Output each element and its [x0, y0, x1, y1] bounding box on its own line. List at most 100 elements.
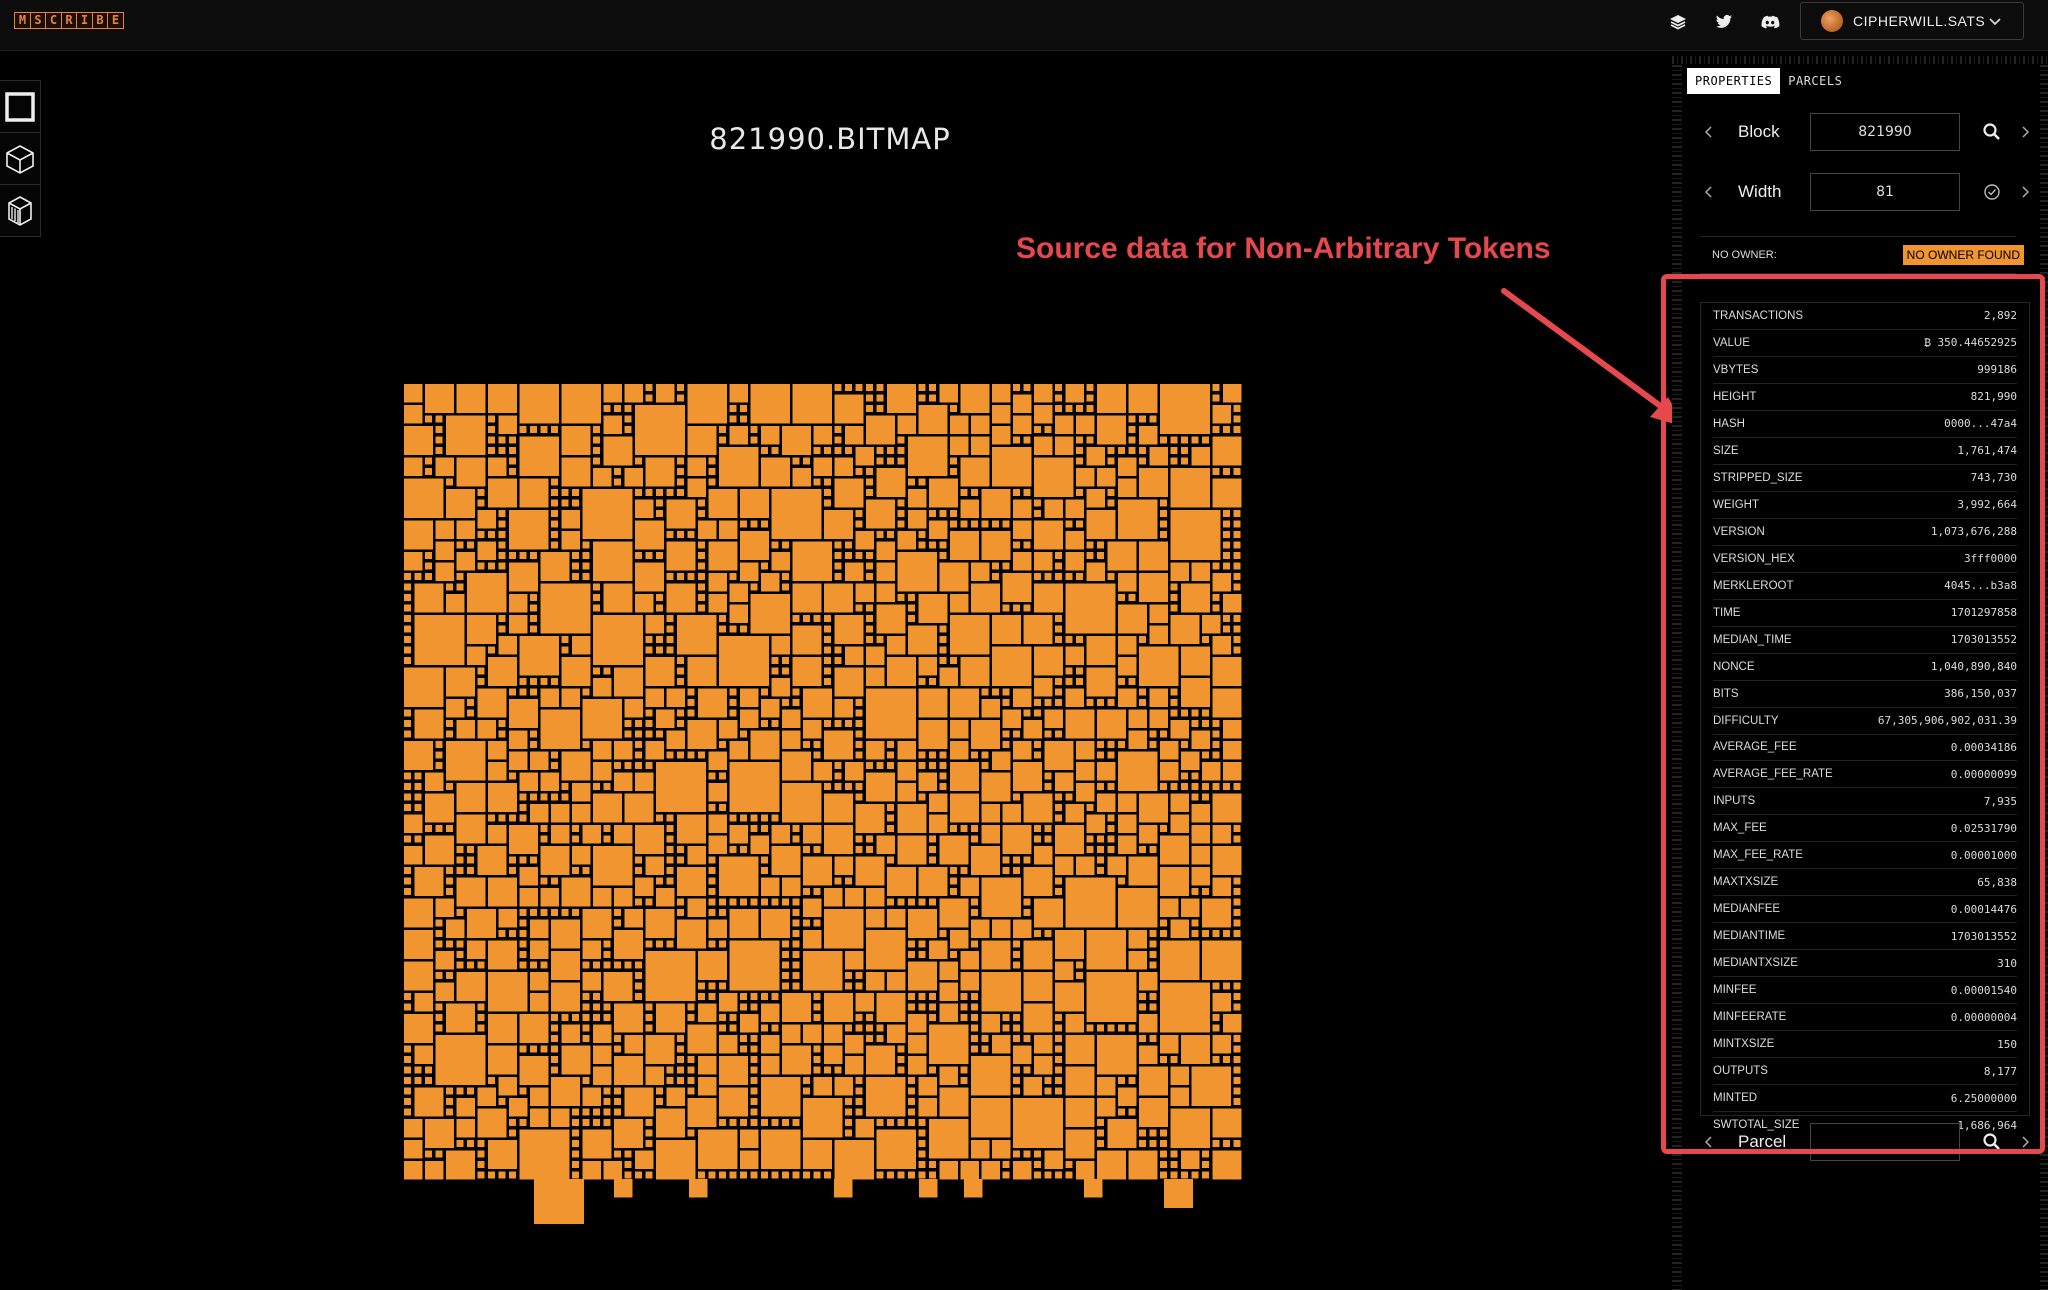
bitmap-tile [635, 1171, 642, 1179]
width-input[interactable] [1810, 173, 1960, 211]
bitmap-tile [1191, 709, 1199, 717]
bitmap-tile [698, 562, 705, 570]
bitmap-tile [1212, 846, 1242, 875]
bitmap-tile [708, 594, 727, 613]
chevron-right-icon[interactable] [2016, 123, 2034, 141]
block-input[interactable] [1810, 113, 1960, 151]
bitmap-tile [855, 1087, 863, 1095]
property-key: TIME [1713, 606, 1741, 619]
bitmap-tile [929, 846, 936, 853]
bitmap-tile [477, 1014, 485, 1021]
bitmap-tile [1181, 751, 1200, 770]
property-key: AVERAGE_FEE [1713, 741, 1797, 754]
chevron-right-icon[interactable] [2016, 1133, 2034, 1151]
search-icon[interactable] [1982, 1132, 2002, 1152]
bitmap-tile [425, 1161, 444, 1180]
property-value: 0.00000099 [1950, 767, 2017, 781]
bitmap-tile [1202, 615, 1221, 634]
bitmap-tile [477, 961, 485, 969]
bitmap-tile [572, 825, 579, 832]
cube-view-button[interactable] [0, 132, 41, 185]
bitmap-tile [708, 814, 727, 833]
bitmap-tile [908, 1119, 915, 1126]
bitmap-tile [834, 762, 842, 769]
bitmap-tile [677, 468, 684, 475]
parcel-input[interactable] [1810, 1123, 1960, 1161]
user-account-button[interactable]: CIPHERWILL.SATS [1800, 2, 2024, 40]
bitmap-tile [519, 636, 559, 676]
bitmap-tile [1202, 762, 1221, 781]
bitmap-tile [404, 667, 444, 707]
bitmap-tile [519, 1119, 527, 1126]
bitmap-tile [488, 741, 507, 760]
chevron-right-icon[interactable] [2016, 183, 2034, 201]
bitmap-tile [876, 562, 895, 581]
bitmap-tile [1097, 793, 1116, 812]
bitmap-tile [782, 667, 789, 675]
property-value: 1703013552 [1950, 929, 2017, 943]
bitmap-tile [582, 940, 601, 959]
bitmap-tile [971, 1056, 1011, 1096]
twitter-icon[interactable] [1714, 12, 1734, 32]
bitmap-tile [1191, 436, 1199, 444]
bitmap-tile [1044, 825, 1052, 832]
bitmap-tile [897, 1045, 905, 1053]
bitmap-tile [435, 751, 443, 759]
bitmap-tile [866, 499, 895, 529]
bitmap-tile [540, 709, 580, 749]
chevron-left-icon[interactable] [1700, 183, 1718, 201]
logo-letter: C [45, 12, 62, 29]
bitmap-tile [845, 877, 852, 885]
block-view-button[interactable] [0, 184, 41, 237]
bitmap-tile [1128, 951, 1147, 970]
bitmap-tile [1013, 730, 1020, 738]
check-circle-icon[interactable] [1982, 182, 2002, 202]
bitmap-canvas[interactable] [404, 384, 1254, 1224]
bitmap-tile [792, 625, 822, 655]
bitmap-tile [834, 1077, 853, 1096]
bitmap-tile [656, 1108, 685, 1138]
bitmap-tile [656, 709, 675, 728]
bitmap-tile [561, 1045, 591, 1075]
bitmap-tile [719, 520, 738, 539]
bitmap-tile [488, 1140, 517, 1169]
bitmap-tile [435, 972, 443, 979]
square-view-button[interactable] [0, 80, 41, 133]
bitmap-tile [498, 814, 506, 822]
tab-parcels[interactable]: PARCELS [1788, 74, 1843, 88]
bitmap-tile [866, 646, 885, 665]
bitmap-tile [960, 993, 968, 1000]
bitmap-tile [603, 1119, 611, 1126]
bitmap-tile [540, 835, 548, 843]
bitmap-tile [446, 667, 475, 697]
chevron-left-icon[interactable] [1700, 1133, 1718, 1151]
bitmap-tile [1191, 772, 1199, 780]
bitmap-tile [750, 1045, 758, 1053]
chevron-left-icon[interactable] [1700, 123, 1718, 141]
bitmap-tile [456, 384, 486, 413]
bitmap-tile [582, 688, 590, 696]
bitmap-tile [425, 415, 432, 423]
bitmap-tile [929, 793, 948, 812]
bitmap-tile [771, 846, 801, 875]
bitmap-tile [551, 1045, 558, 1053]
bitmap-tile [1164, 1179, 1193, 1208]
bitmap-tile [866, 741, 885, 760]
bitmap-tile [572, 783, 591, 802]
bitmap-tile [687, 573, 695, 580]
bitmap-tile [803, 825, 822, 844]
bitmap-tile [1233, 520, 1241, 528]
discord-icon[interactable] [1760, 12, 1780, 32]
bitmap-tile [740, 531, 769, 560]
bitmap-tile [519, 678, 527, 685]
property-key: MEDIANTXSIZE [1713, 957, 1798, 970]
bitmap-tile [1149, 930, 1157, 937]
bitmap-tile [1139, 415, 1146, 423]
layers-icon[interactable] [1668, 12, 1688, 32]
search-icon[interactable] [1982, 122, 2002, 142]
tab-properties[interactable]: PROPERTIES [1687, 68, 1781, 94]
bitmap-tile [792, 898, 800, 906]
bitmap-tile [477, 562, 485, 570]
bitmap-tile [404, 426, 433, 455]
